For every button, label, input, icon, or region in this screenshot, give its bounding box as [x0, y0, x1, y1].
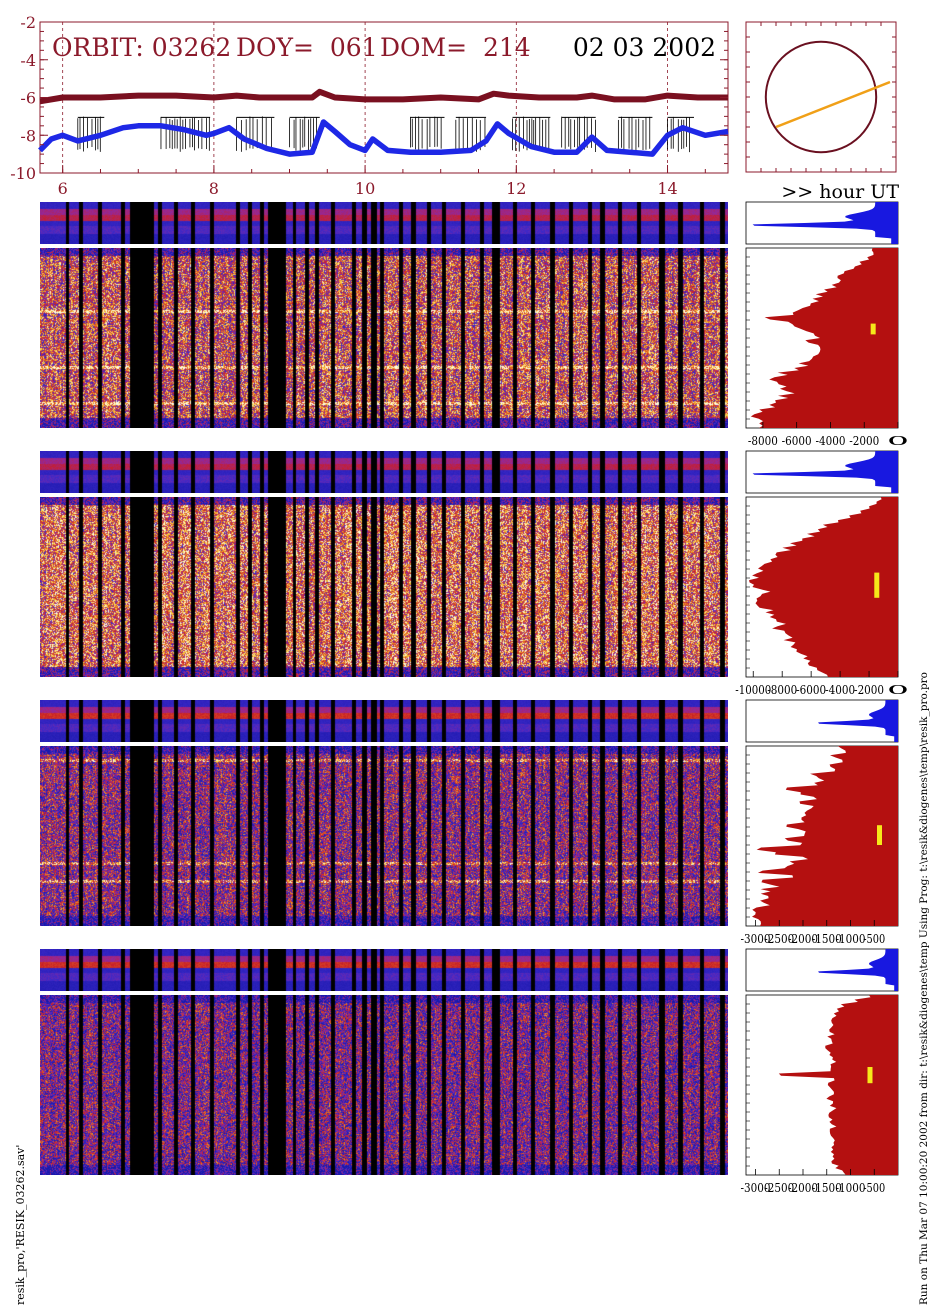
spectrogram-band-strip: [40, 949, 728, 991]
x-tick-label: 10: [355, 179, 375, 198]
histogram-x-tick-label: -2000: [788, 932, 818, 946]
band-histogram-fill: [752, 451, 898, 493]
y-tick-label: -8: [20, 126, 36, 145]
orbit-track-panel: [745, 21, 897, 173]
band-histogram-fill: [818, 949, 898, 991]
histogram-x-tick-label: -1000: [836, 932, 866, 946]
histogram-1: -8000 -6000 -4000 -2000 0: [745, 201, 909, 448]
histogram-x-tick-label: -1500: [812, 932, 842, 946]
spectrogram-main-canvas: [40, 995, 728, 1175]
y-axis-ticks: -2 -4 -6 -8 -10: [10, 13, 728, 183]
orbit-frame-ticks: [746, 22, 896, 172]
orbit-track-line: [775, 80, 891, 129]
doy-label: DOY= 061: [236, 33, 378, 62]
time-series-panel: -2 -4 -6 -8 -10 6 8 10 12 14 ORBIT: 03262 DOY= 0…: [10, 13, 729, 198]
histogram-x-tick-label: -10000: [735, 683, 771, 697]
time-series-lines: [38, 88, 729, 157]
band-histogram-fill: [818, 700, 898, 742]
histogram-x-tick-label: -2500: [764, 1181, 794, 1195]
y-tick-label: -4: [20, 51, 36, 70]
histogram-x-tick-label: -500: [863, 932, 885, 946]
histogram-x-tick-label: -2000: [849, 434, 879, 448]
main-histogram-fill: [752, 746, 898, 926]
histogram-panels: -8000 -6000 -4000 -2000 0-10000-8000-6000-40…: [735, 201, 909, 1195]
histogram-x-tick-label: -8000: [748, 434, 778, 448]
spectrogram-band-strip: [40, 700, 728, 742]
time-series-grid: [62, 22, 668, 173]
spectrogram-band-canvas: [40, 202, 728, 244]
x-tick-label: 8: [209, 179, 219, 198]
histogram-3: -3000-2500-2000-1500-1000-500: [741, 699, 899, 946]
histogram-x-tick-label: -6000: [782, 434, 812, 448]
spectrogram-main: [40, 995, 728, 1175]
histogram-marker: [870, 323, 876, 335]
histogram-x-tick-label: -2500: [764, 932, 794, 946]
spectrogram-band-strip: [40, 451, 728, 493]
y-tick-label: -6: [20, 89, 36, 108]
histogram-x-tick-label: -1500: [812, 1181, 842, 1195]
histogram-x-tick-label: 0: [887, 683, 909, 697]
spectrogram-main: [40, 248, 728, 428]
right-run-note: Run on Thu Mar 07 10:00:20 2002 from dir…: [918, 671, 930, 1305]
main-histogram-fill: [749, 497, 898, 677]
data-flag-bars: [77, 116, 694, 153]
x-tick-label: 12: [506, 179, 526, 198]
date-label: 02 03 2002: [573, 33, 716, 62]
histogram-x-tick-label: 0: [887, 434, 909, 448]
spectrogram-main: [40, 746, 728, 926]
orbit-frame: [745, 21, 897, 173]
spectrogram-band-canvas: [40, 700, 728, 742]
spectrogram-band-canvas: [40, 451, 728, 493]
histogram-marker: [877, 825, 882, 845]
histogram-x-tick-label: -8000: [767, 683, 797, 697]
histogram-x-tick-label: -500: [863, 1181, 885, 1195]
histogram-x-tick-label: -3000: [741, 1181, 771, 1195]
upper-series-line: [39, 88, 728, 105]
histogram-marker: [867, 1067, 873, 1084]
spectrogram-band-strip: [40, 202, 728, 244]
orbit-circle: [764, 40, 878, 154]
x-tick-label: 14: [657, 179, 677, 198]
histogram-x-tick-label: -2000: [854, 683, 884, 697]
main-histogram-fill: [778, 995, 898, 1175]
histogram-marker: [874, 572, 880, 598]
hour-ut-label: >> hour UT: [781, 181, 899, 203]
main-histogram-fill: [750, 248, 898, 428]
spectrogram-main-canvas: [40, 497, 728, 677]
histogram-x-tick-label: -6000: [796, 683, 826, 697]
spectrogram-main-canvas: [40, 746, 728, 926]
lower-series-line: [38, 119, 729, 157]
spectrogram-main: [40, 497, 728, 677]
y-tick-label: -2: [20, 13, 36, 32]
histogram-x-tick-label: -4000: [815, 434, 845, 448]
band-histogram-fill: [752, 202, 898, 244]
left-file-note: resik_pro,'RESIK_03262.sav': [14, 1144, 27, 1305]
histogram-x-tick-label: -2000: [788, 1181, 818, 1195]
y-tick-label: -10: [10, 164, 36, 183]
orbit-label: ORBIT: 03262: [52, 33, 231, 62]
x-tick-label: 6: [58, 179, 68, 198]
x-axis-ticks: 6 8 10 12 14: [58, 165, 706, 198]
histogram-x-tick-label: -4000: [825, 683, 855, 697]
histogram-4: -3000-2500-2000-1500-1000-500: [741, 948, 899, 1195]
histogram-x-tick-label: -1000: [836, 1181, 866, 1195]
spectrogram-band-canvas: [40, 949, 728, 991]
spectrogram-main-canvas: [40, 248, 728, 428]
histogram-x-tick-label: -3000: [741, 932, 771, 946]
histogram-2: -10000-8000-6000-4000-2000 0: [735, 450, 909, 697]
dom-label: DOM= 214: [380, 33, 531, 62]
